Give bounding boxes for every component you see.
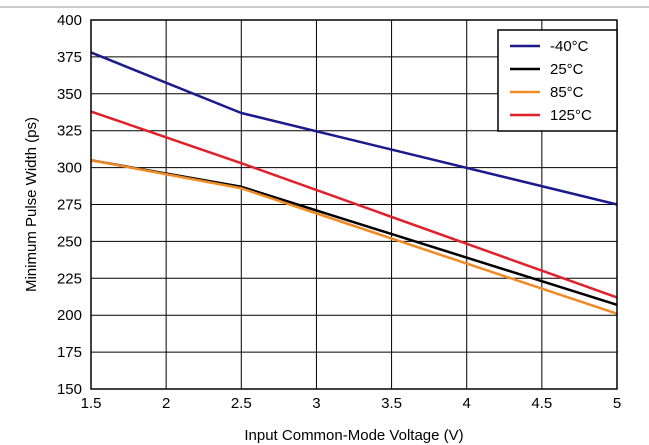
- legend: -40°C 25°C 85°C 125°C: [497, 29, 618, 132]
- y-axis-title: Minimum Pulse Width (ps): [23, 117, 40, 292]
- y-tick-label: 250: [57, 233, 82, 250]
- y-tick-label: 325: [57, 123, 82, 140]
- y-tick-label: 375: [57, 49, 82, 66]
- y-tick-label: 350: [57, 86, 82, 103]
- y-tick-label: 400: [57, 12, 82, 29]
- x-tick-label: 4.5: [531, 395, 552, 412]
- y-tick-label: 225: [57, 270, 82, 287]
- x-tick-label: 2: [162, 395, 170, 412]
- series-line-3: [90, 110, 618, 299]
- y-tick-labels: 150 175 200 225 250 275 300 325 350 375 400: [57, 12, 82, 398]
- legend-label: 85°C: [550, 84, 584, 101]
- legend-label: 25°C: [550, 61, 584, 78]
- y-tick-label: 175: [57, 344, 82, 361]
- y-tick-label: 150: [57, 381, 82, 398]
- series-lines: [90, 51, 618, 315]
- y-tick-label: 275: [57, 197, 82, 214]
- y-tick-label: 300: [57, 160, 82, 177]
- series-line-1: [90, 158, 618, 307]
- series-line-0: [90, 51, 618, 206]
- x-tick-label: 3.5: [381, 395, 402, 412]
- x-tick-label: 3: [312, 395, 320, 412]
- x-tick-label: 4: [463, 395, 471, 412]
- legend-label: 125°C: [550, 107, 592, 124]
- x-tick-label: 1.5: [81, 395, 102, 412]
- legend-label: -40°C: [550, 38, 589, 55]
- x-tick-labels: 1.5 2 2.5 3 3.5 4 4.5 5: [81, 395, 622, 412]
- plot-frame: [90, 19, 618, 390]
- x-axis-title: Input Common-Mode Voltage (V): [244, 427, 463, 444]
- series-line-2: [90, 158, 618, 315]
- y-tick-label: 200: [57, 307, 82, 324]
- x-tick-label: 5: [613, 395, 621, 412]
- x-tick-label: 2.5: [231, 395, 252, 412]
